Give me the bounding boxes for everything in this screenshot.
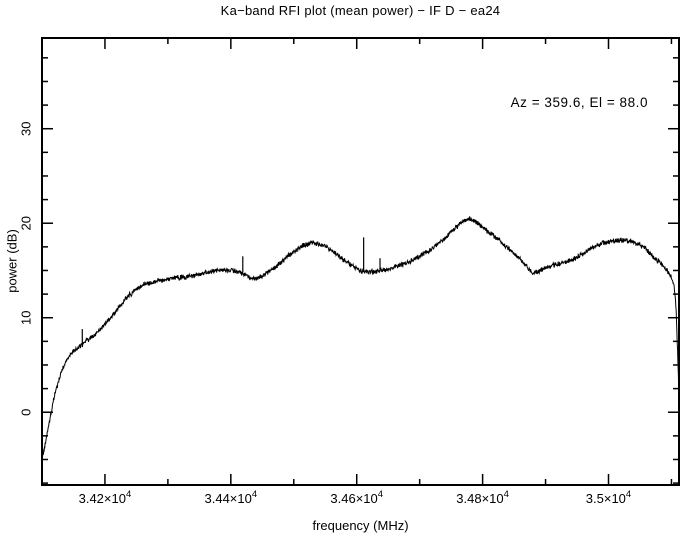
y-axis-title: power (dB): [4, 229, 20, 293]
x-tick-label: 3.46×104: [330, 489, 383, 506]
x-tick-label: 3.42×104: [79, 489, 132, 506]
plot-frame: [41, 37, 680, 486]
x-axis-title: frequency (MHz): [312, 518, 409, 533]
y-tick-label: 0: [19, 409, 34, 416]
y-tick-label: 30: [19, 121, 34, 135]
y-tick-label: 10: [19, 310, 34, 324]
plot-title: Ka−band RFI plot (mean power) − IF D − e…: [220, 3, 501, 18]
y-tick-label: 20: [19, 216, 34, 230]
az-el-annotation: Az = 359.6, El = 88.0: [510, 95, 648, 110]
x-tick-label: 3.48×104: [456, 489, 509, 506]
x-tick-label: 3.5×104: [586, 489, 631, 506]
x-tick-label: 3.44×104: [205, 489, 258, 506]
spectrum-trace: [41, 216, 680, 461]
